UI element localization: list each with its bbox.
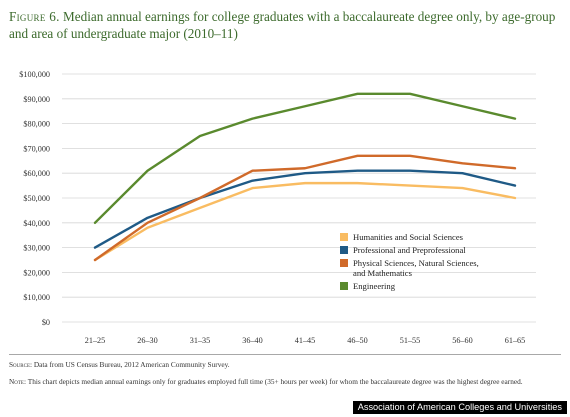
source-text: Data from US Census Bureau, 2012 America… <box>33 360 230 369</box>
y-tick-label: $60,000 <box>23 169 50 178</box>
chart-note: Note: This chart depicts median annual e… <box>9 377 561 387</box>
x-axis-tick-labels: 21–25 26–30 31–35 36–40 41–45 46–50 51–55 56–60… <box>85 336 525 345</box>
legend-label: Humanities and Social Sciences <box>353 232 464 242</box>
x-tick-label: 46–50 <box>347 336 367 345</box>
y-tick-label: $40,000 <box>23 219 50 228</box>
legend-swatch <box>340 233 348 241</box>
y-tick-label: $100,000 <box>19 70 50 79</box>
legend-label: Engineering <box>353 281 396 291</box>
y-tick-label: $10,000 <box>23 293 50 302</box>
legend: Humanities and Social Sciences Profession… <box>340 232 479 291</box>
x-tick-label: 26–30 <box>137 336 157 345</box>
credit-badge: Association of American Colleges and Uni… <box>352 401 567 414</box>
line-chart: $0 $10,000 $20,000 $30,000 $40,000 $50,000 $60… <box>19 70 536 345</box>
x-tick-label: 61–65 <box>505 336 525 345</box>
series-lines <box>93 92 517 262</box>
legend-swatch <box>340 282 348 290</box>
note-label: Note: <box>9 377 27 386</box>
x-tick-label: 36–40 <box>242 336 262 345</box>
gridlines <box>62 73 536 323</box>
y-tick-label: $30,000 <box>23 244 50 253</box>
y-tick-label: $20,000 <box>23 268 50 277</box>
series-line-2 <box>93 154 517 262</box>
figure-title-text: Median annual earnings for college gradu… <box>9 9 556 41</box>
figure-title: Figure 6. Median annual earnings for col… <box>9 8 561 42</box>
y-tick-label: $90,000 <box>23 95 50 104</box>
y-axis-tick-labels: $0 $10,000 $20,000 $30,000 $40,000 $50,000 $60… <box>19 70 50 327</box>
x-tick-label: 51–55 <box>400 336 420 345</box>
note-text: This chart depicts median annual earning… <box>27 377 523 386</box>
y-tick-label: $50,000 <box>23 194 50 203</box>
legend-label: and Mathematics <box>353 268 413 278</box>
y-tick-label: $70,000 <box>23 144 50 153</box>
y-tick-label: $80,000 <box>23 120 50 129</box>
figure-label: Figure 6. <box>9 9 60 24</box>
x-tick-label: 41–45 <box>295 336 315 345</box>
x-tick-label: 56–60 <box>452 336 472 345</box>
x-tick-label: 31–35 <box>190 336 210 345</box>
x-tick-label: 21–25 <box>85 336 105 345</box>
legend-swatch <box>340 259 348 267</box>
divider-rule <box>9 354 561 355</box>
legend-swatch <box>340 246 348 254</box>
legend-label: Physical Sciences, Natural Sciences, <box>353 258 479 268</box>
source-note: Source: Data from US Census Bureau, 2012… <box>9 360 561 370</box>
source-label: Source: <box>9 360 33 369</box>
legend-label: Professional and Preprofessional <box>353 245 466 255</box>
series-line-3 <box>93 92 517 225</box>
series-line-0 <box>93 181 517 262</box>
y-tick-label: $0 <box>42 318 50 327</box>
series-line-1 <box>93 169 517 249</box>
